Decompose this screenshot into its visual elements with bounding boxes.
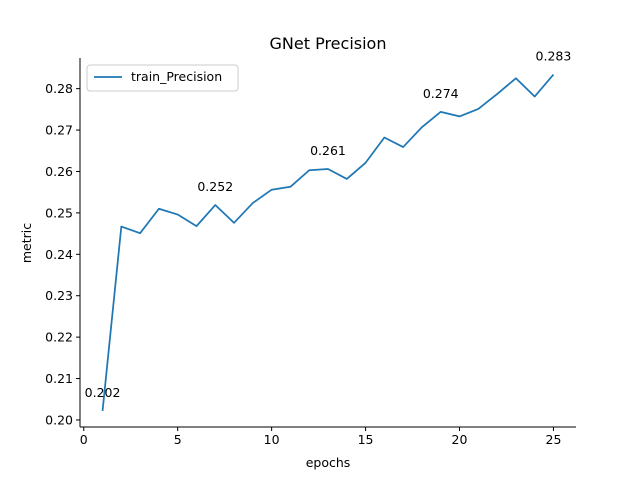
data-label: 0.202 xyxy=(85,385,121,400)
data-label: 0.274 xyxy=(423,86,459,101)
x-tick-label: 10 xyxy=(264,432,280,447)
legend-box xyxy=(86,64,239,92)
legend-label: train_Precision xyxy=(131,69,222,84)
legend: train_Precision xyxy=(86,64,239,92)
x-tick-label: 20 xyxy=(452,432,468,447)
data-label: 0.261 xyxy=(310,143,346,158)
x-tick-label: 25 xyxy=(546,432,562,447)
y-tick-label: 0.28 xyxy=(45,81,73,96)
annotations-layer: 0.202 0.252 0.261 0.274 0.283 xyxy=(85,49,572,400)
y-tick-label: 0.24 xyxy=(45,247,73,262)
series-line xyxy=(101,74,555,411)
x-tick-label: 5 xyxy=(174,432,182,447)
y-tick-label: 0.20 xyxy=(45,412,73,427)
y-tick-label: 0.26 xyxy=(45,164,73,179)
y-tick-label: 0.22 xyxy=(45,330,73,345)
data-label: 0.283 xyxy=(536,49,572,64)
y-tick-label: 0.25 xyxy=(45,205,73,220)
x-tick-label: 15 xyxy=(358,432,374,447)
chart-title: GNet Precision xyxy=(270,34,387,53)
y-tick-label: 0.23 xyxy=(45,288,73,303)
x-ticks: 0 5 10 15 20 25 xyxy=(80,427,562,447)
y-axis-label: metric xyxy=(19,223,34,263)
y-ticks: 0.20 0.21 0.22 0.23 0.24 0.25 0.26 0.27 0.28 xyxy=(45,81,80,427)
plot-area: 0 5 10 15 20 25 0.200.210.220.230.240.250.260… xyxy=(45,49,576,447)
series-layer xyxy=(101,74,555,411)
y-tick-label: 0.27 xyxy=(45,123,73,138)
x-axis-label: epochs xyxy=(306,455,351,470)
x-tick-label: 0 xyxy=(80,432,88,447)
y-tick-label: 0.21 xyxy=(45,371,73,386)
data-label: 0.252 xyxy=(197,179,233,194)
